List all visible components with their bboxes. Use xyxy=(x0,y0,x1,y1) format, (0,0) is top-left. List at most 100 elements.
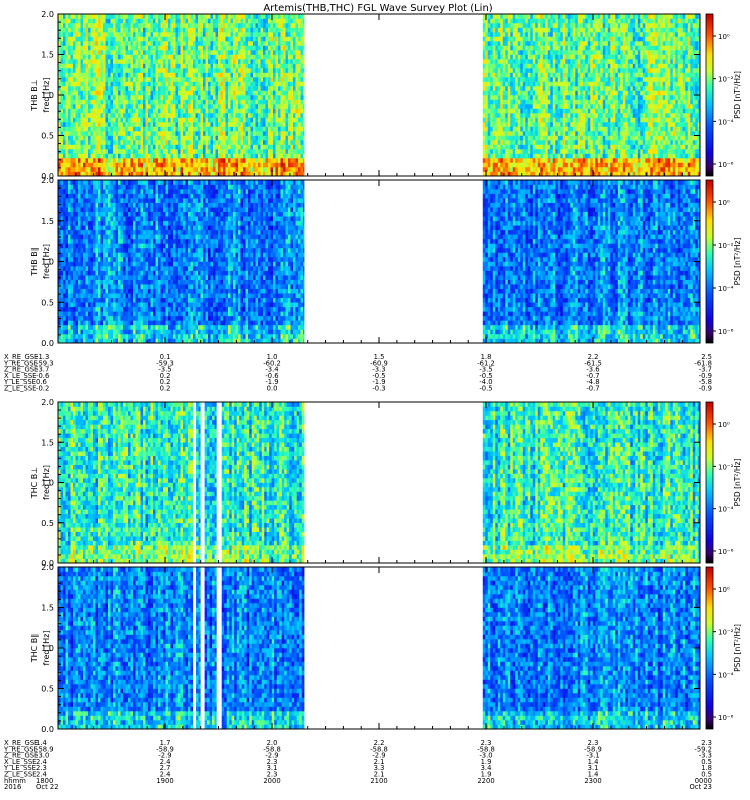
spectral-cell xyxy=(83,131,86,136)
spectral-cell xyxy=(273,73,276,78)
spectral-cell xyxy=(178,37,181,42)
spectral-cell xyxy=(271,136,274,141)
spectral-cell xyxy=(146,68,149,73)
spectral-cell xyxy=(116,19,119,24)
spectral-cell xyxy=(213,86,216,91)
spectral-cell xyxy=(201,46,204,51)
spectral-cell xyxy=(106,23,109,28)
spectral-cell xyxy=(163,149,166,154)
spectral-cell xyxy=(555,50,558,55)
spectral-cell xyxy=(101,131,104,136)
spectral-cell xyxy=(560,136,563,141)
spectral-cell xyxy=(283,82,286,87)
spectral-cell xyxy=(118,149,121,154)
spectral-cell xyxy=(113,100,116,105)
spectral-cell xyxy=(268,77,271,82)
spectral-cell xyxy=(553,118,556,123)
spectral-cell xyxy=(233,145,236,150)
spectral-cell xyxy=(565,100,568,105)
spectral-cell xyxy=(168,37,171,42)
spectral-cell xyxy=(68,140,71,145)
spectral-cell xyxy=(243,86,246,91)
spectral-cell xyxy=(113,104,116,109)
spectral-cell xyxy=(568,14,571,19)
spectral-cell xyxy=(578,82,581,87)
spectral-cell xyxy=(303,149,304,154)
spectral-cell xyxy=(108,64,111,69)
spectral-cell xyxy=(198,37,201,42)
spectral-cell xyxy=(261,154,264,159)
spectral-cell xyxy=(231,73,234,78)
spectral-cell xyxy=(156,131,159,136)
spectral-cell xyxy=(281,41,284,46)
spectral-cell xyxy=(171,149,174,154)
spectral-cell xyxy=(98,118,101,123)
spectral-cell xyxy=(86,37,89,42)
spectral-cell xyxy=(156,122,159,127)
spectral-cell xyxy=(211,41,214,46)
spectral-cell xyxy=(178,86,181,91)
spectral-cell xyxy=(485,154,488,159)
spectral-cell xyxy=(126,122,129,127)
spectral-cell xyxy=(113,158,116,163)
spectral-cell xyxy=(71,131,74,136)
spectral-cell xyxy=(191,41,194,46)
spectral-cell xyxy=(513,109,516,114)
spectral-cell xyxy=(296,127,299,132)
spectral-cell xyxy=(91,86,94,91)
spectral-cell xyxy=(495,104,498,109)
spectral-cell xyxy=(233,86,236,91)
spectral-cell xyxy=(490,122,493,127)
spectral-cell xyxy=(568,113,571,118)
spectral-cell xyxy=(530,163,533,168)
spectral-cell xyxy=(568,28,571,33)
spectral-cell xyxy=(226,95,229,100)
spectral-cell xyxy=(168,77,171,82)
spectral-cell xyxy=(108,32,111,37)
spectral-cell xyxy=(281,118,284,123)
spectral-cell xyxy=(278,104,281,109)
spectral-cell xyxy=(495,23,498,28)
spectral-cell xyxy=(101,122,104,127)
spectral-cell xyxy=(500,95,503,100)
spectral-cell xyxy=(238,86,241,91)
spectral-cell xyxy=(68,113,71,118)
spectral-cell xyxy=(66,163,69,168)
spectral-cell xyxy=(291,23,294,28)
spectral-cell xyxy=(168,55,171,60)
spectral-cell xyxy=(151,19,154,24)
spectral-cell xyxy=(276,122,279,127)
spectral-cell xyxy=(151,113,154,118)
spectral-cell xyxy=(281,64,284,69)
spectral-cell xyxy=(578,14,581,19)
spectral-cell xyxy=(153,158,156,163)
spectral-cell xyxy=(96,118,99,123)
spectral-cell xyxy=(293,14,296,19)
spectral-cell xyxy=(545,82,548,87)
spectral-cell xyxy=(156,86,159,91)
spectral-cell xyxy=(258,136,261,141)
spectral-cell xyxy=(288,77,291,82)
spectral-cell xyxy=(156,91,159,96)
spectral-cell xyxy=(261,68,264,73)
spectral-cell xyxy=(578,95,581,100)
spectral-cell xyxy=(266,131,269,136)
spectral-cell xyxy=(268,163,271,168)
spectral-cell xyxy=(520,122,523,127)
spectral-cell xyxy=(86,131,89,136)
spectral-cell xyxy=(206,91,209,96)
spectral-cell xyxy=(156,41,159,46)
spectral-cell xyxy=(163,122,166,127)
spectral-cell xyxy=(530,136,533,141)
spectral-cell xyxy=(106,86,109,91)
spectral-cell xyxy=(488,145,491,150)
spectral-cell xyxy=(96,19,99,24)
spectral-cell xyxy=(158,73,161,78)
spectral-cell xyxy=(575,167,578,172)
spectral-cell xyxy=(498,154,501,159)
spectral-cell xyxy=(183,100,186,105)
spectral-cell xyxy=(113,118,116,123)
spectral-cell xyxy=(570,163,573,168)
spectral-cell xyxy=(128,136,131,141)
spectral-cell xyxy=(533,127,536,132)
